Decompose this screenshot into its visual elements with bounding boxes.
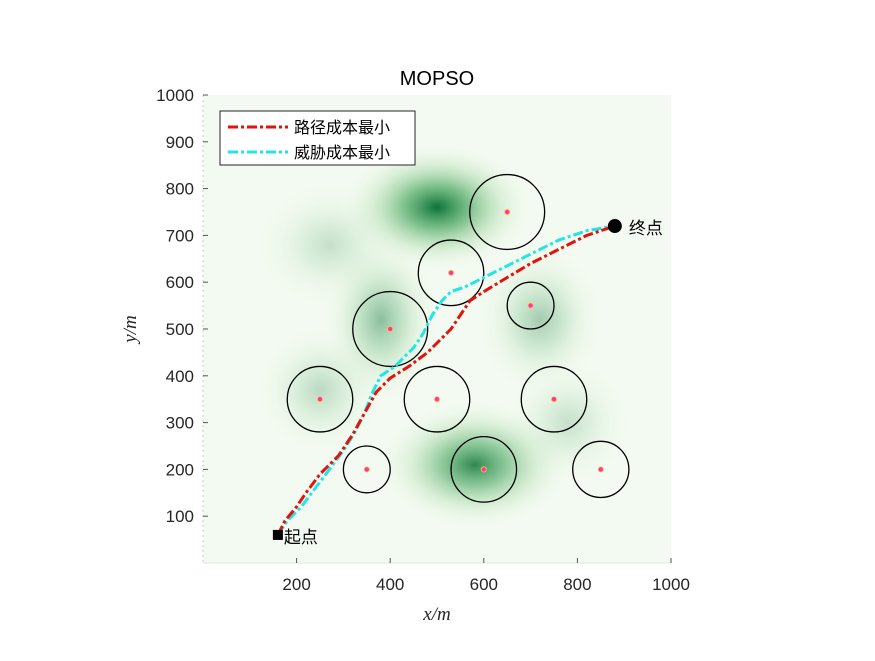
threat-circle bbox=[403, 365, 471, 433]
x-axis-label: x/m bbox=[422, 604, 450, 625]
threat-circle bbox=[572, 440, 630, 499]
threat-circle bbox=[520, 365, 588, 433]
chart-title: MOPSO bbox=[400, 68, 474, 90]
threat-circle bbox=[506, 281, 555, 330]
y-tick-label: 800 bbox=[166, 180, 194, 199]
terrain-background bbox=[203, 95, 671, 563]
threat-cost-min-line bbox=[276, 224, 616, 536]
y-tick-label: 700 bbox=[166, 226, 194, 245]
threat-center bbox=[527, 302, 534, 309]
threat-center bbox=[363, 466, 370, 473]
path-series bbox=[276, 224, 616, 536]
threat-circle bbox=[352, 290, 429, 368]
x-tick-label: 600 bbox=[470, 575, 498, 594]
threat-circle bbox=[469, 173, 546, 251]
threat-center bbox=[433, 396, 440, 403]
threat-center bbox=[504, 208, 511, 215]
threat-zones bbox=[286, 173, 630, 503]
x-tick-label: 400 bbox=[376, 575, 404, 594]
y-tick-label: 900 bbox=[166, 133, 194, 152]
y-axis-label: y/m bbox=[120, 315, 141, 344]
threat-center bbox=[480, 466, 487, 473]
threat-center bbox=[448, 269, 455, 276]
threat-center bbox=[551, 396, 558, 403]
x-tick-label: 1000 bbox=[652, 575, 690, 594]
start-marker bbox=[272, 529, 283, 540]
axes: 200 400 600 800 1000 100 200 300 400 500 600 700 800… bbox=[156, 86, 690, 594]
path-cost-min-line bbox=[276, 224, 616, 536]
y-tick-label: 500 bbox=[166, 320, 194, 339]
legend-box bbox=[219, 110, 416, 166]
threat-center bbox=[316, 396, 323, 403]
x-tick-label: 800 bbox=[563, 575, 591, 594]
y-tick-label: 200 bbox=[166, 460, 194, 479]
threat-circle bbox=[450, 435, 518, 503]
y-tick-label: 600 bbox=[166, 273, 194, 292]
threat-center bbox=[387, 325, 394, 332]
start-label: 起点 bbox=[284, 528, 318, 547]
x-tick-label: 200 bbox=[282, 575, 310, 594]
y-tick-label: 100 bbox=[166, 507, 194, 526]
terrain-peak bbox=[258, 328, 382, 452]
threat-circle bbox=[417, 239, 485, 307]
legend-entry-path-cost-label: 路径成本最小 bbox=[294, 119, 390, 137]
y-tick-label: 300 bbox=[166, 414, 194, 433]
threat-circle bbox=[342, 445, 391, 494]
y-tick-label: 1000 bbox=[156, 86, 194, 105]
endpoint-markers: 起点 终点 bbox=[272, 219, 663, 547]
threat-center bbox=[597, 466, 604, 473]
legend-entry-threat-cost-label: 威胁成本最小 bbox=[294, 144, 390, 162]
terrain-peak bbox=[478, 247, 602, 392]
terrain-peak bbox=[257, 182, 402, 307]
end-marker bbox=[607, 219, 622, 234]
y-tick-label: 400 bbox=[166, 367, 194, 386]
threat-circle bbox=[286, 365, 354, 433]
terrain-peak bbox=[506, 360, 630, 485]
end-label: 终点 bbox=[629, 219, 663, 238]
